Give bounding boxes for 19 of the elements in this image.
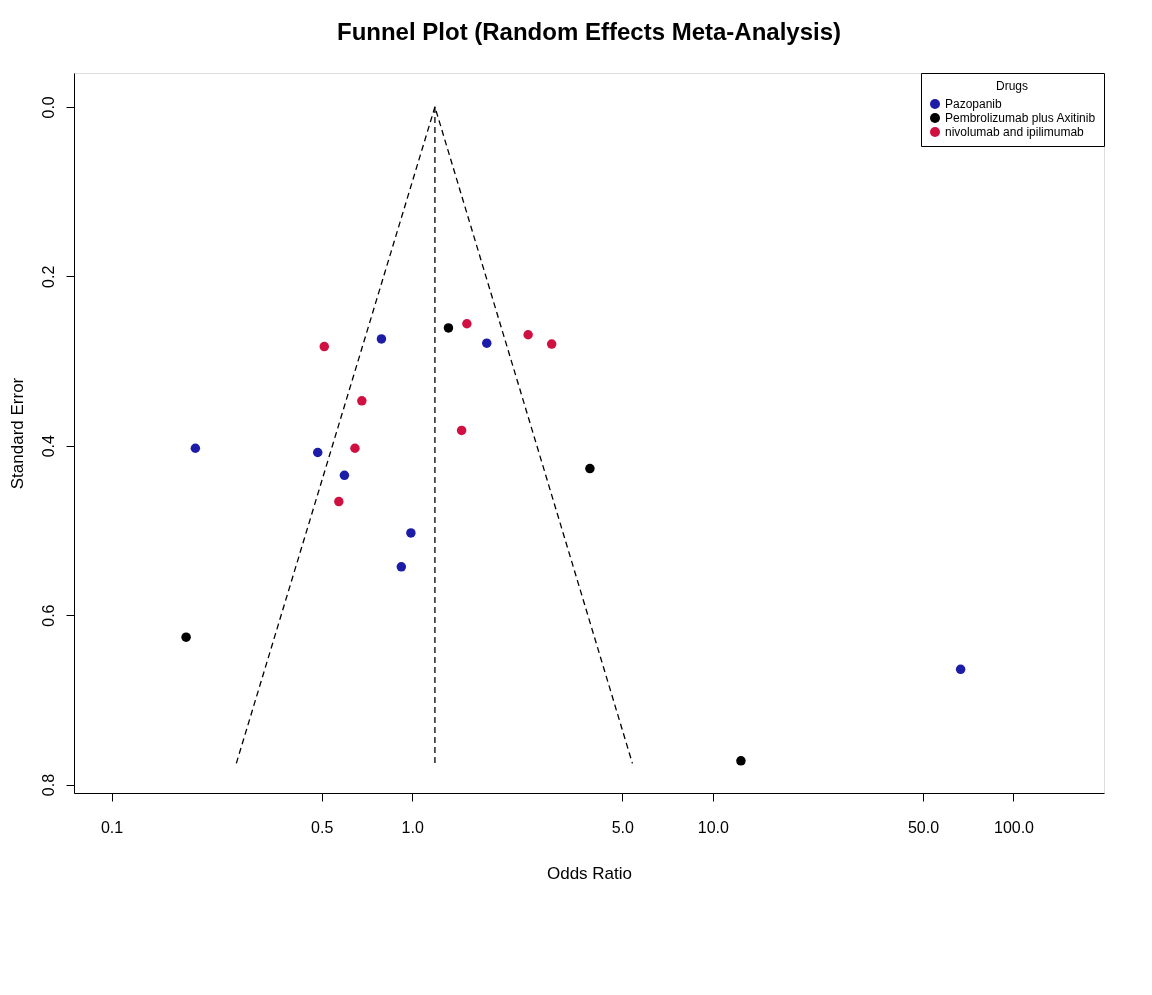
y-tick-label: 0.6: [39, 604, 57, 627]
legend-label: Pazopanib: [945, 97, 1003, 111]
legend-label: nivolumab and ipilimumab: [945, 125, 1085, 139]
y-tick-label: 0.0: [39, 96, 57, 119]
legend-label: Pembrolizumab plus Axitinib: [945, 111, 1096, 125]
y-tick-label: 0.4: [39, 434, 57, 458]
x-tick-label: 5.0: [611, 818, 635, 836]
y-tick-label: 0.2: [39, 265, 57, 288]
x-tick-label: 50.0: [907, 818, 940, 836]
legend-title: Drugs: [995, 79, 1029, 93]
y-tick-label: 0.8: [39, 773, 57, 797]
x-tick-label: 0.5: [311, 818, 334, 836]
x-axis-title: Odds Ratio: [546, 863, 633, 883]
x-tick-label: 0.1: [100, 818, 124, 836]
x-tick-label: 100.0: [993, 818, 1035, 836]
chart-title: Funnel Plot (Random Effects Meta-Analysis): [336, 17, 842, 45]
y-axis-title: Standard Error: [7, 377, 27, 490]
x-tick-label: 10.0: [697, 818, 730, 836]
x-tick-label: 1.0: [401, 818, 424, 836]
